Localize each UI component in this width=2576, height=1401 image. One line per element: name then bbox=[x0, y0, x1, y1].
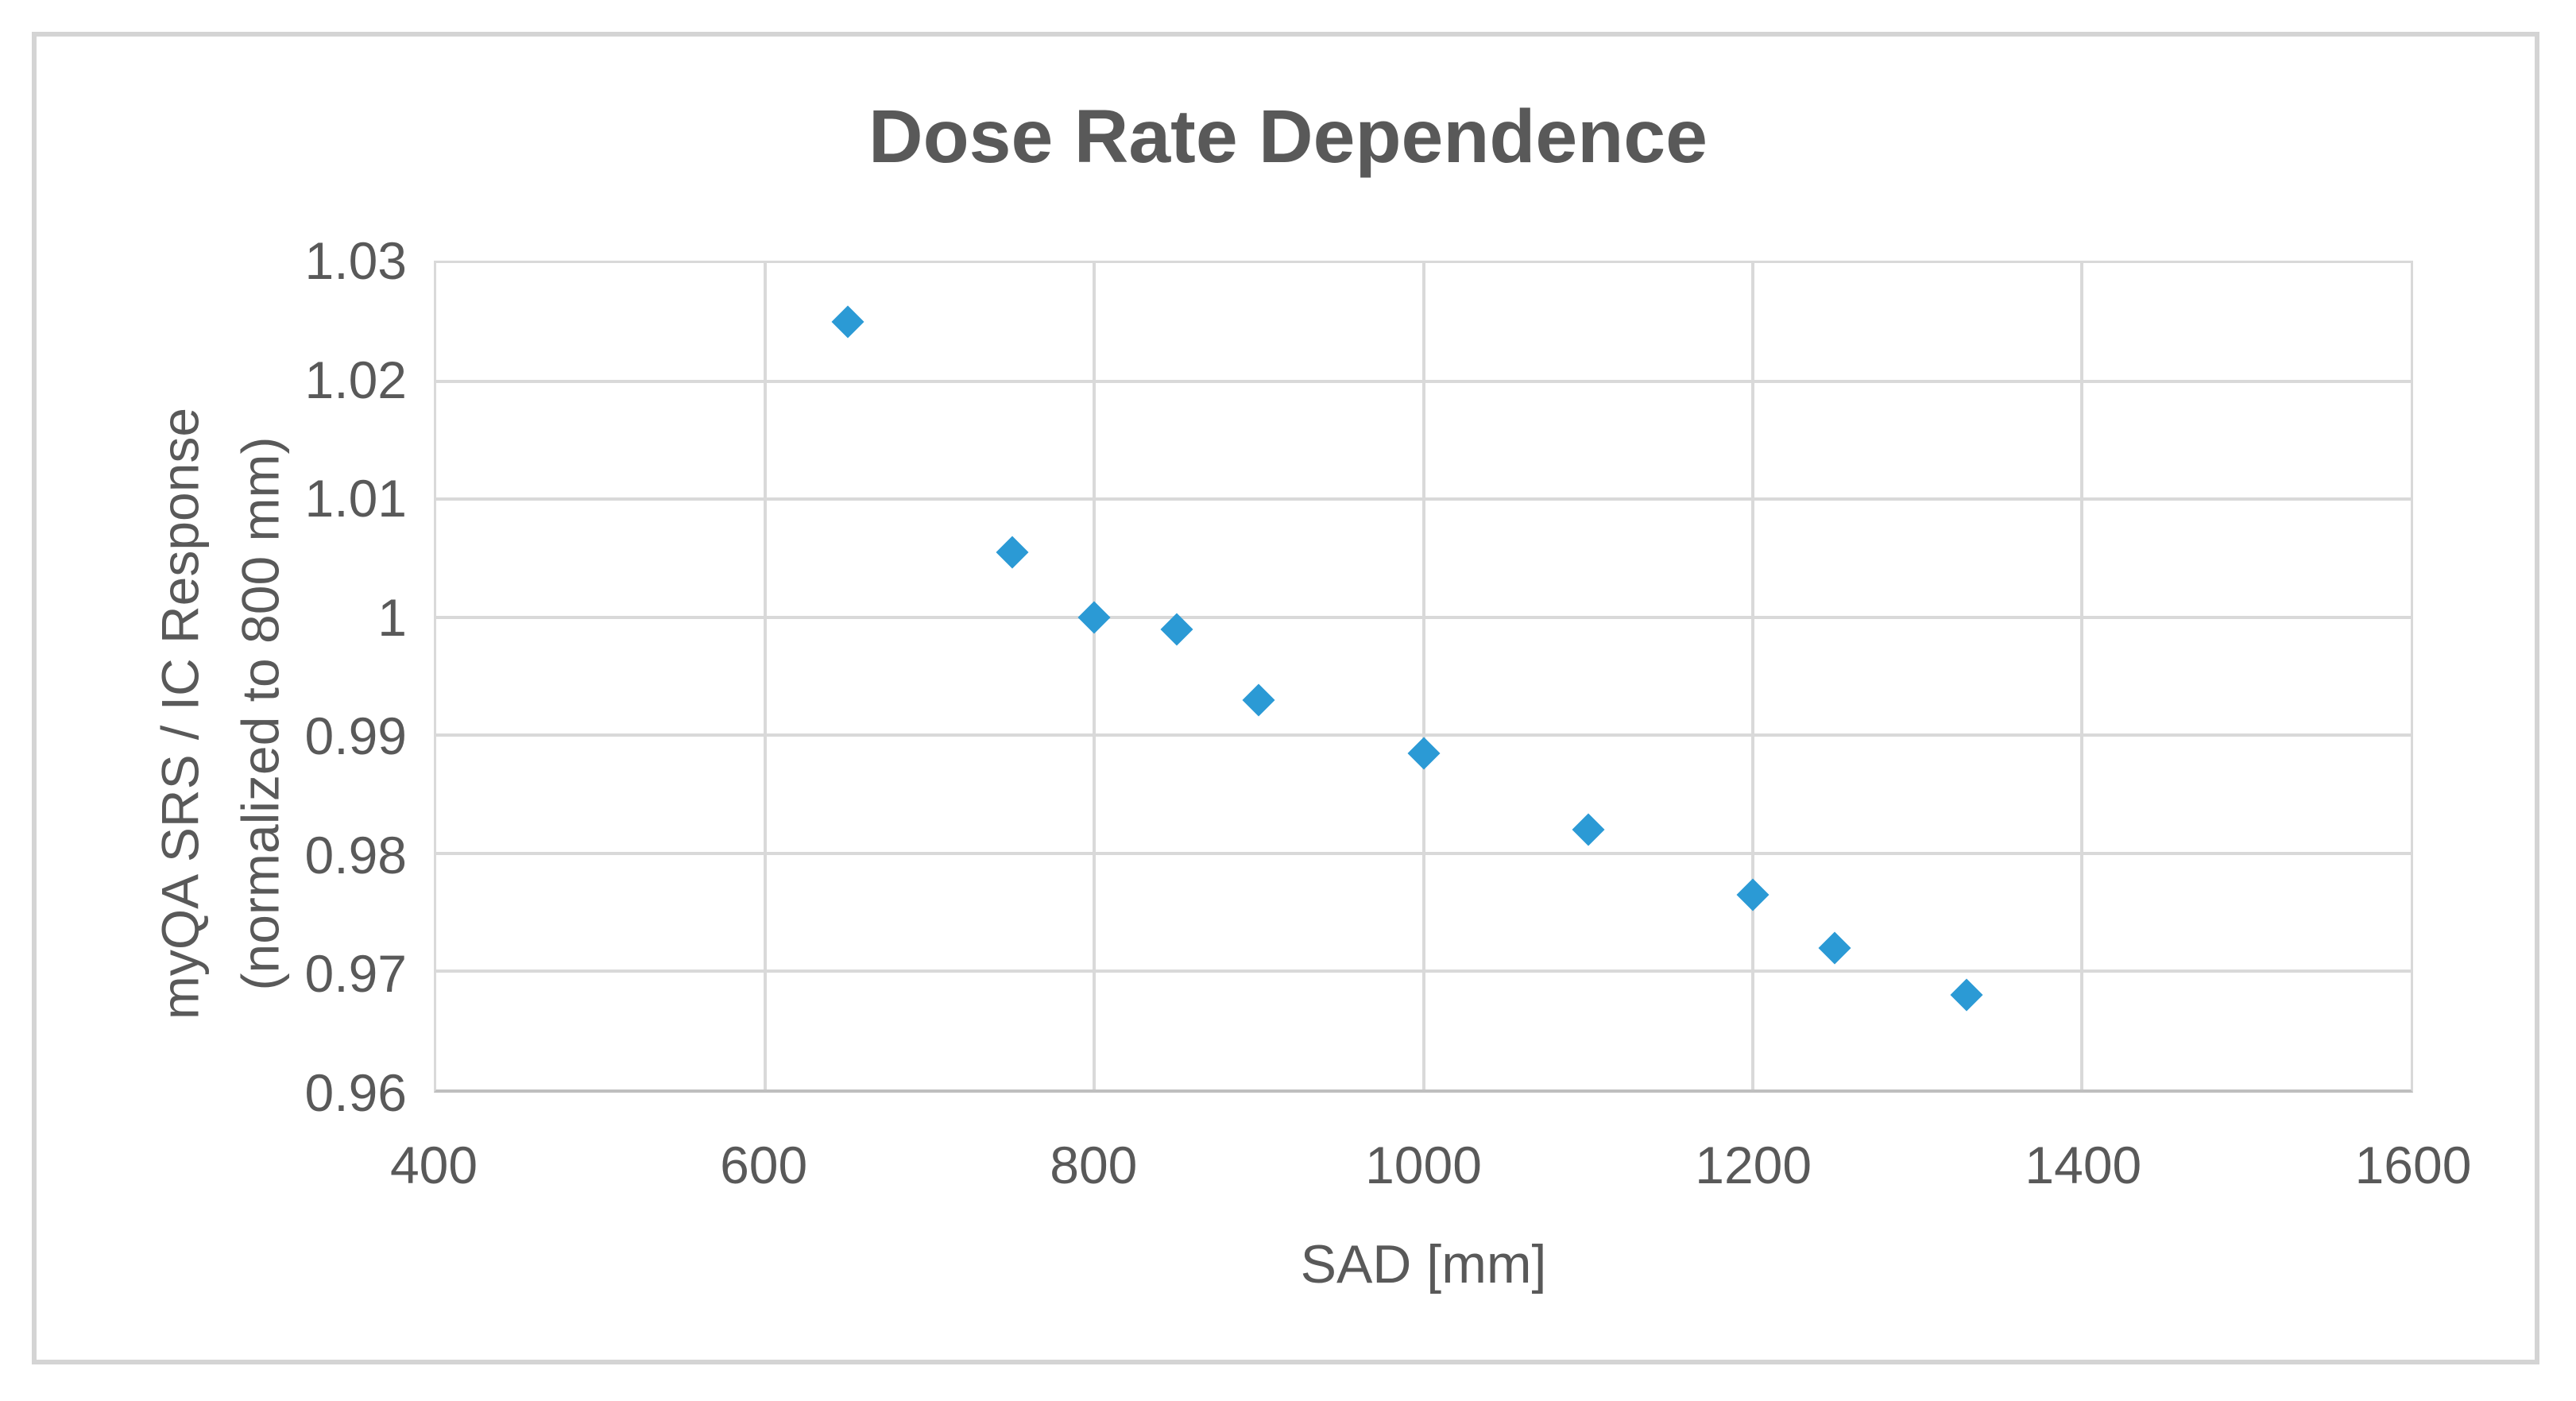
scatter-diamond-marker bbox=[1242, 683, 1275, 717]
horizontal-gridline bbox=[436, 497, 2411, 501]
y-tick-label: 1.01 bbox=[304, 469, 407, 528]
scatter-diamond-marker bbox=[1077, 601, 1111, 634]
vertical-gridline bbox=[1093, 263, 1097, 1089]
y-tick-label: 0.97 bbox=[304, 944, 407, 1004]
x-tick-label: 600 bbox=[720, 1136, 808, 1194]
horizontal-gridline bbox=[436, 379, 2411, 383]
y-tick-label: 0.99 bbox=[304, 706, 407, 766]
x-tick-label: 1600 bbox=[2354, 1136, 2472, 1194]
x-tick-label: 800 bbox=[1050, 1136, 1138, 1194]
y-tick-label: 1.03 bbox=[304, 231, 407, 290]
scatter-diamond-marker bbox=[1406, 737, 1441, 770]
vertical-gridline bbox=[764, 263, 768, 1089]
y-tick-label: 0.96 bbox=[304, 1063, 407, 1122]
y-tick-label: 0.98 bbox=[304, 825, 407, 884]
horizontal-gridline bbox=[436, 615, 2411, 619]
y-tick-label: 1.02 bbox=[304, 350, 407, 409]
x-tick-label: 400 bbox=[389, 1136, 478, 1194]
plot-area bbox=[434, 261, 2413, 1093]
chart-title: Dose Rate Dependence bbox=[868, 95, 1708, 179]
scatter-diamond-marker bbox=[996, 536, 1029, 569]
scatter-diamond-marker bbox=[1736, 878, 1770, 911]
horizontal-gridline bbox=[436, 969, 2411, 973]
vertical-gridline bbox=[1750, 263, 1754, 1089]
scatter-diamond-marker bbox=[1950, 978, 1983, 1012]
x-tick-label: 1200 bbox=[1695, 1136, 1812, 1194]
x-tick-label: 1400 bbox=[2025, 1136, 2142, 1194]
x-axis-title: SAD [mm] bbox=[1300, 1234, 1547, 1295]
x-axis-tick-labels: 400 600 800 1000 1200 1400 1600 bbox=[390, 1135, 2471, 1198]
scatter-diamond-marker bbox=[1572, 813, 1605, 846]
scatter-diamond-marker bbox=[1818, 931, 1851, 965]
y-tick-label: 1 bbox=[377, 587, 407, 647]
scatter-diamond-marker bbox=[831, 305, 864, 339]
x-tick-label: 1000 bbox=[1365, 1136, 1482, 1194]
vertical-gridline bbox=[1421, 263, 1425, 1089]
y-axis-tick-labels: 1.03 1.02 1.01 1 0.99 0.98 0.97 0.96 bbox=[0, 0, 407, 1401]
vertical-gridline bbox=[2079, 263, 2083, 1089]
horizontal-gridline bbox=[436, 733, 2411, 737]
horizontal-gridline bbox=[436, 851, 2411, 855]
